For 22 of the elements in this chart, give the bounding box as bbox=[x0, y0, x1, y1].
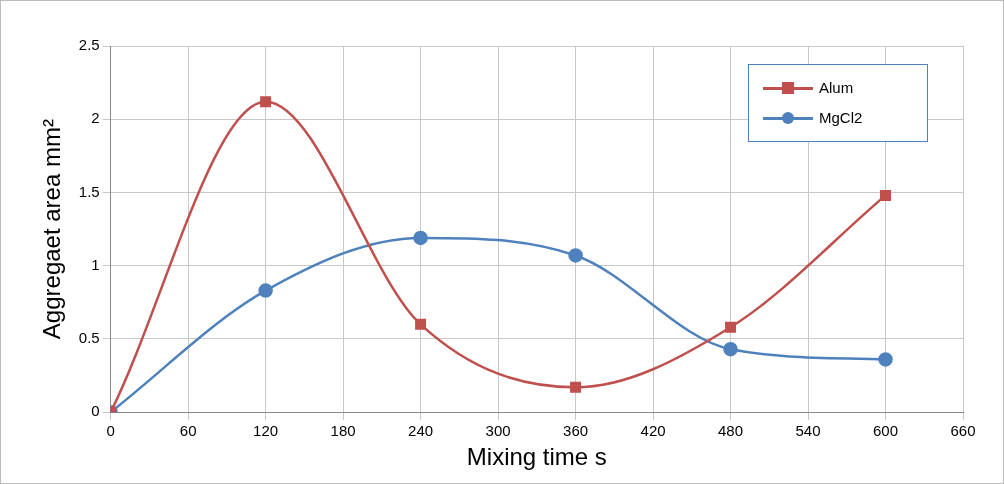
x-tick-label: 240 bbox=[408, 422, 434, 440]
y-axis-title: Aggregaet area mm² bbox=[38, 119, 66, 340]
x-tick-label: 660 bbox=[950, 422, 976, 440]
x-tick-label: 600 bbox=[873, 422, 899, 440]
x-tick-label: 120 bbox=[253, 422, 279, 440]
y-tick-label: 1 bbox=[91, 255, 100, 273]
y-tick-label: 0.5 bbox=[78, 329, 100, 347]
y-tick-label: 2 bbox=[91, 109, 100, 127]
legend-label: MgCl2 bbox=[819, 108, 863, 128]
y-tick-label: 0 bbox=[91, 402, 100, 420]
x-tick-label: 360 bbox=[563, 422, 589, 440]
x-tick-label: 0 bbox=[106, 422, 115, 440]
x-tick-label: 420 bbox=[640, 422, 666, 440]
y-tick-label: 2.5 bbox=[78, 36, 100, 54]
x-tick-label: 60 bbox=[179, 422, 197, 440]
y-tick-label: 1.5 bbox=[78, 182, 100, 200]
x-tick-label: 180 bbox=[330, 422, 356, 440]
x-tick-label: 300 bbox=[485, 422, 511, 440]
x-axis-title: Mixing time s bbox=[466, 443, 607, 471]
x-tick-label: 480 bbox=[718, 422, 744, 440]
x-tick-label: 540 bbox=[795, 422, 821, 440]
legend-label: Alum bbox=[819, 78, 854, 98]
